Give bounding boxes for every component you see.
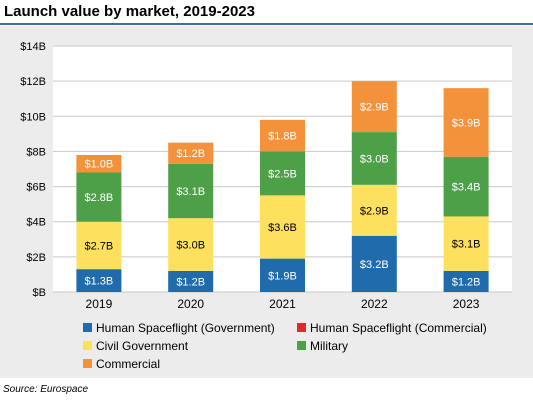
bar-data-label: $1.2B (452, 276, 481, 288)
y-tick-label: $6B (26, 182, 46, 194)
y-tick-label: $10B (20, 111, 46, 123)
title-divider (0, 23, 533, 25)
y-tick-label: $14B (20, 41, 46, 53)
x-tick-label: 2021 (269, 297, 296, 311)
legend-swatch (83, 341, 92, 350)
source-note: Source: Eurospace (3, 384, 89, 395)
bar-data-label: $3.2B (360, 259, 389, 271)
bar-data-label: $2.9B (360, 205, 389, 217)
bar-data-label: $3.0B (176, 240, 205, 252)
chart-panel: $B $2B $4B $6B $8B $10B $12B $14B $1.3B $2.7B $2.… (0, 26, 533, 378)
legend-item: Commercial (83, 357, 160, 371)
y-tick-label: $8B (26, 146, 46, 158)
bar-segment (351, 235, 397, 292)
bar-segment (76, 221, 122, 270)
bar-segment (443, 270, 489, 292)
bar-segment (168, 218, 214, 271)
bar-segment (168, 142, 214, 164)
legend-item: Civil Government (83, 339, 189, 353)
bar-segment (443, 156, 489, 217)
bar-stack-2020: $1.2B $3.0B $3.1B $1.2B (168, 142, 214, 292)
bar-data-label: $3.1B (176, 186, 205, 198)
stacked-bar-chart: $B $2B $4B $6B $8B $10B $12B $14B $1.3B $2.7B $2.… (20, 41, 512, 371)
bar-data-label: $2.7B (85, 240, 114, 252)
bar-data-label: $1.3B (85, 276, 114, 288)
bar-data-label: $2.8B (85, 192, 114, 204)
legend-label: Human Spaceflight (Commercial) (310, 321, 487, 335)
bar-segment (260, 119, 305, 152)
bar-data-label: $3.6B (268, 222, 297, 234)
legend-item: Human Spaceflight (Government) (83, 321, 275, 335)
legend-item: Human Spaceflight (Commercial) (297, 321, 487, 335)
bar-stack-2022: $3.2B $2.9B $3.0B $2.9B (351, 81, 397, 292)
bar-data-label: $1.0B (85, 159, 114, 171)
bar-data-label: $1.2B (176, 276, 205, 288)
bar-segment (260, 258, 305, 292)
bar-segment (260, 195, 305, 259)
bar-segment (76, 269, 122, 292)
bar-segment (76, 172, 122, 222)
x-tick-label: 2023 (453, 297, 480, 311)
chart-title: Launch value by market, 2019-2023 (4, 3, 255, 20)
y-axis-ticks: $B $2B $4B $6B $8B $10B $12B $14B (20, 41, 46, 299)
bar-data-label: $2.5B (268, 168, 297, 180)
y-tick-label: $12B (20, 76, 46, 88)
bar-segment (260, 151, 305, 196)
x-axis-ticks: 2019 2020 2021 2022 2023 (86, 297, 480, 311)
legend-label: Commercial (96, 357, 160, 371)
y-tick-label: $B (33, 287, 46, 299)
bar-data-label: $2.9B (360, 102, 389, 114)
bar-data-label: $3.1B (452, 239, 481, 251)
legend: Human Spaceflight (Government) Human Spac… (83, 321, 487, 371)
y-tick-label: $2B (26, 252, 46, 264)
y-tick-label: $4B (26, 217, 46, 229)
bar-segment (351, 184, 397, 236)
bar-data-label: $3.4B (452, 182, 481, 194)
legend-swatch (297, 323, 306, 332)
bar-segment (168, 270, 214, 292)
bar-segment (443, 88, 489, 157)
bar-stack-2019: $1.3B $2.7B $2.8B $1.0B (76, 154, 122, 292)
bar-segment (76, 154, 122, 173)
bar-data-label: $1.9B (268, 270, 297, 282)
x-tick-label: 2019 (86, 297, 113, 311)
bar-segment (168, 163, 214, 219)
bar-data-label: $3.9B (452, 117, 481, 129)
bar-stack-2023: $1.2B $3.1B $3.4B $3.9B (443, 88, 489, 292)
x-tick-label: 2022 (361, 297, 388, 311)
legend-swatch (83, 359, 92, 368)
bar-stack-2021: $1.9B $3.6B $2.5B $1.8B (260, 119, 305, 292)
bar-segment (351, 132, 397, 185)
legend-label: Military (310, 339, 348, 353)
legend-label: Human Spaceflight (Government) (96, 321, 275, 335)
bar-data-label: $1.2B (176, 148, 205, 160)
legend-swatch (83, 323, 92, 332)
bar-data-label: $1.8B (268, 131, 297, 143)
bar-segment (443, 216, 489, 271)
legend-item: Military (297, 339, 348, 353)
bar-segment (351, 81, 397, 133)
bars: $1.3B$2.7B$2.8B$1.0B$1.2B$3.0B$3.1B$1.2B… (76, 81, 489, 292)
legend-label: Civil Government (96, 339, 189, 353)
x-tick-label: 2020 (177, 297, 204, 311)
bar-data-label: $3.0B (360, 153, 389, 165)
legend-swatch (297, 341, 306, 350)
